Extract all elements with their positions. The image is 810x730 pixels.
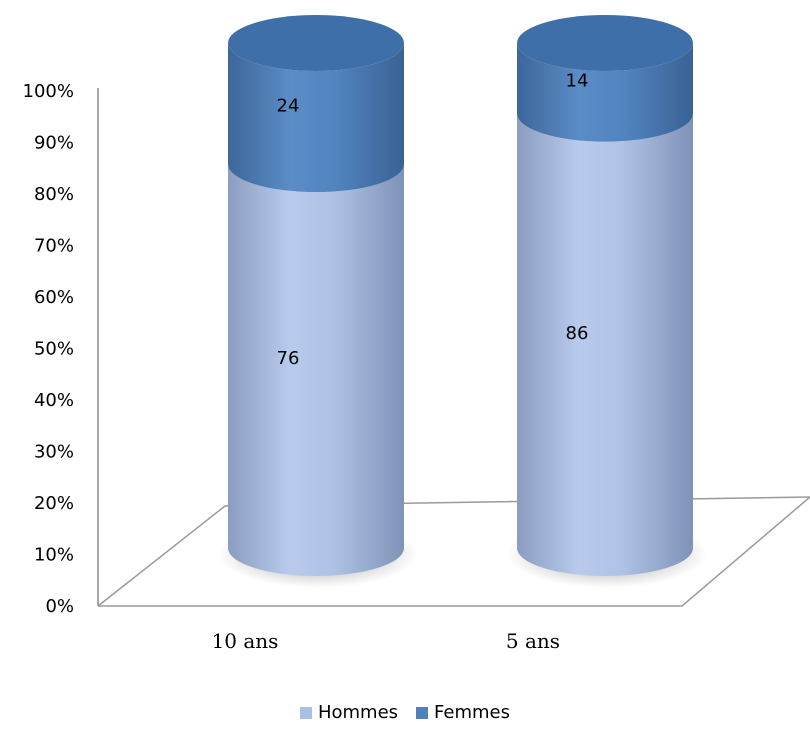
bar-segment-hommes [517,113,693,576]
y-tick-label: 60% [34,287,74,308]
bar-top-cap [517,15,693,71]
y-tick-label: 30% [34,442,74,463]
x-tick-label: 5 ans [506,629,560,653]
y-axis-ticks: 0% 10% 20% 30% 40% 50% 60% 70% 80% 90% 100% [23,81,74,617]
bar-segment-femmes [517,43,693,142]
data-label: 86 [566,323,589,344]
bar-segment-hommes [228,164,404,576]
y-tick-label: 80% [34,184,74,205]
x-axis-ticks: 10 ans 5 ans [212,629,561,653]
legend-item: Hommes [299,702,399,723]
y-tick-label: 90% [34,133,74,154]
bars-group: 76 24 86 14 [218,15,707,588]
data-label: 14 [566,70,589,91]
legend-label: Femmes [434,702,511,723]
bar-top-cap [228,15,404,71]
legend-swatch [299,706,312,719]
y-tick-label: 20% [34,493,74,514]
y-tick-label: 70% [34,236,74,257]
legend-label: Hommes [317,702,399,723]
x-tick-label: 10 ans [212,629,279,653]
data-label: 76 [277,348,300,369]
y-tick-label: 10% [34,545,74,566]
y-tick-label: 100% [23,81,74,102]
y-tick-label: 50% [34,339,74,360]
legend-swatch [416,706,429,719]
floor-frame [97,496,810,607]
legend: Hommes Femmes [0,702,810,723]
data-label: 24 [277,96,300,117]
y-tick-label: 40% [34,390,74,411]
legend-item: Femmes [416,702,510,723]
bar-segment-femmes [228,43,404,193]
y-tick-label: 0% [45,596,74,617]
